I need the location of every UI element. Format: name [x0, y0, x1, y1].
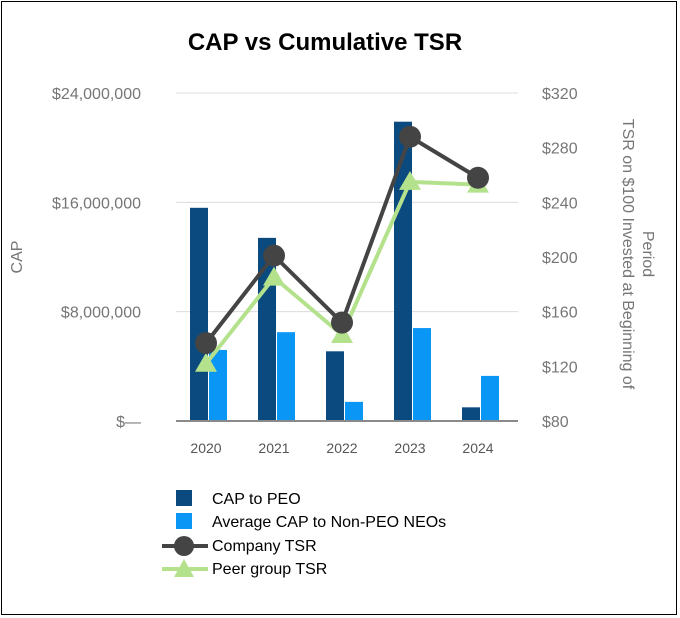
- right-tick-label: $280: [542, 141, 578, 158]
- x-tick-label: 2023: [394, 440, 425, 456]
- left-tick-label: $16,000,000: [52, 195, 141, 212]
- legend-label: Company TSR: [212, 538, 317, 555]
- peer-tsr-point: [195, 352, 217, 372]
- right-tick-label: $200: [542, 250, 578, 267]
- right-axis-label-line-1: TSR on $100 Invested at Beginning of: [619, 119, 636, 390]
- legend-swatch-cap-to-peo: [176, 490, 192, 506]
- right-tick-label: $160: [542, 305, 578, 322]
- company-tsr-point: [331, 311, 353, 334]
- bars: [190, 121, 499, 421]
- right-tick-label: $320: [542, 86, 578, 103]
- legend-marker-peer-tsr: [174, 559, 194, 577]
- right-axis-label: TSR on $100 Invested at Beginning of Per…: [619, 119, 656, 390]
- legend-label: CAP to PEO: [212, 491, 301, 508]
- right-tick-label: $80: [542, 414, 569, 431]
- left-tick-label: $8,000,000: [61, 305, 141, 322]
- bar-avg-cap-non-peo: [277, 332, 295, 421]
- bar-cap-to-peo: [190, 207, 208, 421]
- x-tick-label: 2020: [190, 440, 221, 456]
- peer-tsr-point: [263, 266, 285, 286]
- company-tsr-point: [263, 244, 285, 267]
- bar-cap-to-peo: [462, 407, 480, 421]
- bar-avg-cap-non-peo: [209, 349, 227, 421]
- legend-label: Average CAP to Non-PEO NEOs: [212, 514, 446, 531]
- left-axis-label: CAP: [9, 241, 26, 274]
- legend-label: Peer group TSR: [212, 561, 327, 578]
- bar-avg-cap-non-peo: [481, 375, 499, 421]
- axes: $— $8,000,000 $16,000,000 $24,000,000 $80 $12…: [52, 86, 578, 456]
- company-tsr-point: [467, 166, 489, 189]
- company-tsr-point: [195, 332, 217, 355]
- left-tick-label: $24,000,000: [52, 86, 141, 103]
- x-tick-label: 2021: [258, 440, 289, 456]
- left-tick-label: $—: [116, 414, 141, 431]
- peer-tsr-point: [399, 171, 421, 190]
- x-tick-label: 2022: [326, 440, 357, 456]
- bar-avg-cap-non-peo: [345, 401, 363, 421]
- bar-cap-to-peo: [394, 121, 412, 421]
- legend-swatch-avg-cap: [176, 513, 192, 529]
- bar-cap-to-peo: [326, 351, 344, 421]
- legend: CAP to PEO Average CAP to Non-PEO NEOs Com…: [162, 490, 446, 578]
- company-tsr-point: [399, 125, 421, 148]
- lines: [195, 125, 489, 372]
- bar-avg-cap-non-peo: [413, 328, 431, 421]
- right-axis-label-line-2: Period: [639, 231, 656, 277]
- gridlines: [176, 92, 518, 313]
- right-tick-label: $120: [542, 359, 578, 376]
- x-tick-label: 2024: [462, 440, 493, 456]
- right-tick-label: $240: [542, 195, 578, 212]
- chart-title: CAP vs Cumulative TSR: [188, 29, 462, 56]
- legend-marker-company-tsr: [174, 536, 194, 556]
